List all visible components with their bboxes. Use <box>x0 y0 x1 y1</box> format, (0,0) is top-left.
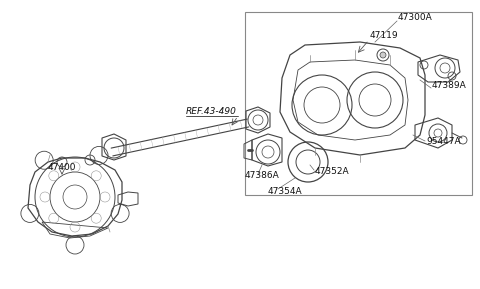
Text: 47400: 47400 <box>48 164 76 173</box>
Circle shape <box>380 52 386 58</box>
Text: 47352A: 47352A <box>315 168 349 177</box>
Text: 47300A: 47300A <box>398 14 433 23</box>
Text: 47386A: 47386A <box>245 171 280 181</box>
Text: 47389A: 47389A <box>432 81 467 90</box>
Text: 95447A: 95447A <box>426 138 461 147</box>
Text: 47354A: 47354A <box>268 186 302 195</box>
Text: REF.43-490: REF.43-490 <box>186 108 237 116</box>
Text: 47119: 47119 <box>370 32 398 40</box>
Bar <box>245 12 472 195</box>
